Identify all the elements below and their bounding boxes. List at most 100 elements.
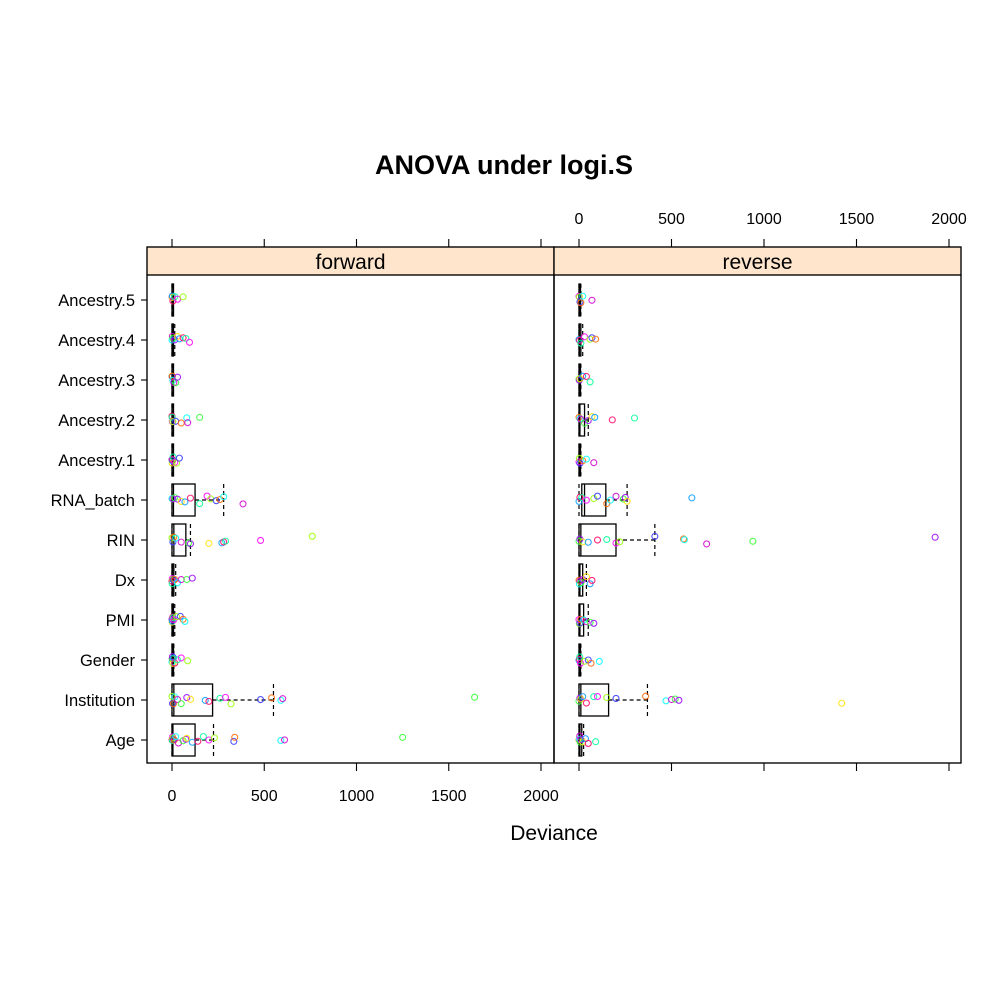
box-reverse-RNA_batch: [575, 483, 696, 517]
data-point: [582, 496, 590, 504]
panel-frame-forward: [146, 274, 555, 764]
data-point: [612, 694, 620, 702]
box-reverse-RIN: [575, 523, 939, 557]
data-point: [703, 540, 711, 548]
data-point: [280, 736, 289, 744]
data-point: [257, 536, 265, 544]
data-point: [183, 693, 191, 702]
data-point: [579, 693, 587, 701]
data-point: [595, 657, 603, 665]
data-point: [205, 539, 213, 547]
data-point: [169, 654, 178, 662]
data-point: [177, 419, 185, 427]
data-point: [584, 739, 592, 747]
data-point: [592, 738, 600, 746]
data-point: [184, 657, 192, 665]
data-point: [182, 735, 190, 743]
tick-label-bottom: 1500: [431, 788, 467, 805]
data-point: [579, 372, 587, 380]
tick-label-bottom: 1000: [339, 788, 375, 805]
data-point: [588, 334, 596, 342]
data-point: [582, 455, 590, 463]
panel-frame-reverse: [553, 274, 962, 764]
data-point: [196, 500, 204, 508]
data-point: [173, 696, 182, 704]
data-point: [182, 334, 190, 342]
data-point: [642, 692, 650, 700]
category-label: Ancestry.5: [58, 292, 135, 310]
data-point: [588, 296, 596, 304]
data-point: [586, 378, 594, 386]
chart-title: ANOVA under logi.S: [375, 150, 633, 180]
box-forward-Ancestry.1: [168, 443, 183, 477]
category-label: Age: [106, 732, 135, 750]
data-point: [590, 693, 598, 701]
data-point: [471, 693, 479, 701]
data-point: [621, 493, 629, 502]
data-point: [201, 696, 209, 704]
data-point: [688, 494, 696, 502]
box-forward-Age: [168, 723, 407, 757]
data-point: [185, 338, 194, 346]
data-point: [576, 659, 585, 667]
data-point: [671, 695, 679, 703]
panel-forward: forward: [146, 246, 555, 764]
data-point: [582, 699, 590, 707]
data-point: [173, 656, 182, 664]
data-point: [577, 695, 585, 703]
data-point: [593, 692, 602, 701]
data-point: [186, 494, 194, 502]
data-point: [612, 539, 620, 547]
data-point: [576, 298, 584, 306]
data-point: [608, 416, 616, 424]
data-point: [175, 454, 183, 462]
data-point: [227, 700, 235, 708]
tick-label-bottom: 0: [168, 788, 177, 805]
data-point: [230, 737, 238, 745]
panel-outer-frame: [553, 246, 962, 764]
box-reverse-Dx: [575, 563, 596, 597]
data-point: [579, 457, 587, 465]
data-point: [173, 613, 181, 621]
box-iqr: [171, 483, 196, 517]
strip-label-forward: forward: [315, 251, 385, 274]
box-forward-Ancestry.3: [168, 363, 182, 397]
category-label: PMI: [106, 612, 135, 630]
box-reverse-Gender: [575, 643, 603, 677]
data-point: [221, 537, 230, 545]
category-label: Ancestry.1: [58, 452, 135, 470]
box-forward-Ancestry.5: [168, 283, 187, 317]
box-reverse-Age: [575, 723, 600, 757]
data-point: [177, 497, 185, 506]
data-point: [194, 737, 202, 745]
box-iqr: [581, 483, 607, 517]
category-label: Ancestry.4: [58, 332, 135, 350]
data-point: [183, 734, 191, 742]
data-point: [680, 536, 689, 544]
panels-layer: forward reverse: [146, 246, 962, 764]
box-forward-Ancestry.2: [168, 403, 204, 437]
data-point: [582, 618, 590, 626]
data-point: [221, 693, 230, 701]
strip-forward: [146, 246, 555, 276]
data-point: [212, 497, 220, 505]
tick-label-bottom: 500: [251, 788, 278, 805]
data-point: [210, 734, 218, 742]
data-point: [177, 654, 185, 662]
data-point: [575, 580, 583, 588]
data-point: [616, 538, 624, 546]
data-point: [580, 657, 589, 665]
data-point: [606, 496, 615, 504]
x-axis-title: Deviance: [510, 822, 598, 845]
data-point: [931, 533, 939, 541]
data-point: [399, 733, 407, 741]
data-point: [630, 414, 639, 422]
box-forward-Ancestry.4: [168, 323, 194, 357]
box-forward-Dx: [168, 563, 196, 597]
tick-label-top: 500: [658, 211, 685, 228]
data-point: [177, 700, 185, 708]
box-reverse-Ancestry.3: [575, 363, 594, 397]
data-point: [231, 733, 239, 741]
data-point: [205, 697, 213, 705]
